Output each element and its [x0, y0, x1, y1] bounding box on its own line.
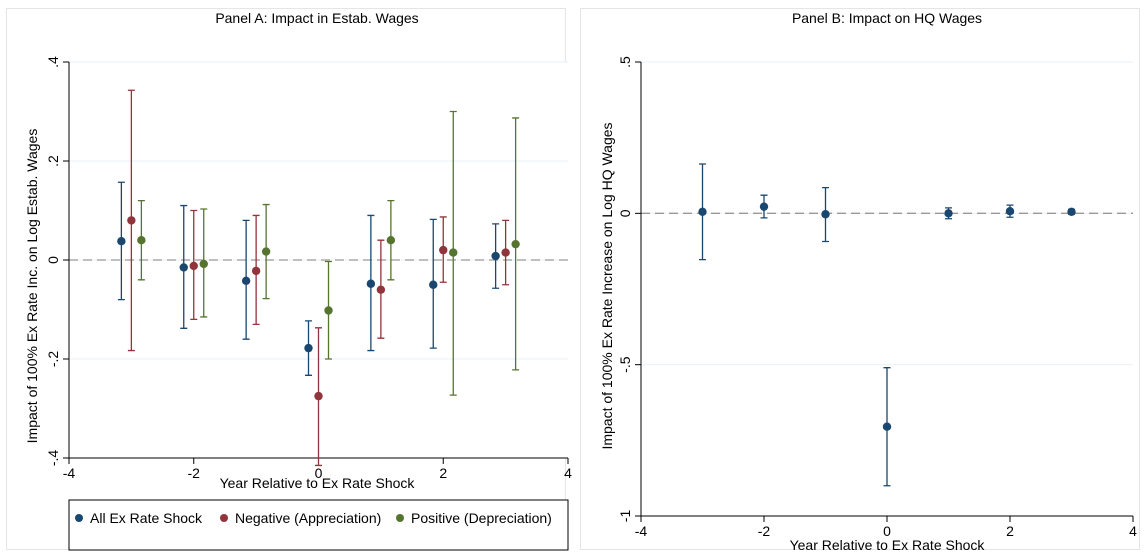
panel-b-series-0-point-0	[698, 207, 707, 217]
panel-b: -4 -2 0 2 4 -1 -.5 0 .5 Panel B: Impact on HQ Wa…	[599, 10, 1137, 553]
panel-a-series	[117, 89, 520, 467]
panel-a-positive-depreciation-point-1	[199, 259, 208, 269]
panel-a-positive-depreciation-point-6	[511, 239, 520, 249]
panel-b-x-tick-label-2: 0	[883, 523, 891, 539]
panel-a-title: Panel A: Impact in Estab. Wages	[215, 10, 418, 26]
panel-a-negative-appreciation-point-6	[501, 248, 510, 257]
panel-b-x-tick-label-0: -4	[635, 523, 648, 539]
panel-b-series-0-point-6	[1067, 207, 1076, 217]
panel-b-title: Panel B: Impact on HQ Wages	[792, 10, 982, 26]
panel-b-series	[698, 163, 1076, 487]
panel-a-y-tick-label-0: -.4	[45, 450, 61, 467]
panel-a-legend: All Ex Rate Shock Negative (Appreciation…	[68, 499, 569, 551]
panel-a-positive-depreciation-point-0	[137, 236, 146, 245]
legend-box	[68, 499, 569, 551]
panel-b-y-tick-label-0: -1	[617, 510, 633, 523]
panel-a-all-ex-rate-shock-point-6	[491, 251, 500, 261]
panel-b-x-axis-label: Year Relative to Ex Rate Shock	[790, 537, 986, 553]
panel-b-series-0-point-2	[821, 210, 830, 219]
panel-b-y-axis-label: Impact of 100% Ex Rate Increase on Log H…	[599, 122, 615, 449]
panel-a-all-ex-rate-shock-point-1	[179, 263, 188, 272]
panel-a-negative-appreciation-point-5	[439, 245, 448, 255]
panel-a-all-ex-rate-shock-point-0	[117, 236, 126, 246]
panel-b-x-tick-label-3: 2	[1006, 523, 1014, 539]
panel-a-all-ex-rate-shock-point-4	[366, 279, 376, 288]
legend-label-all-ex-rate-shock: All Ex Rate Shock	[90, 510, 203, 526]
panel-a-ticks: -4 -2 0 2 4 -.4 -.2 0 .2 .4	[45, 56, 572, 481]
panel-a-y-tick-label-1: -.2	[45, 351, 61, 368]
legend-label-positive-depreciation: Positive (Depreciation)	[411, 510, 552, 526]
panel-b-y-tick-label-3: .5	[617, 56, 633, 68]
panel-a: -4 -2 0 2 4 -.4 -.2 0 .2 .4 Panel A: Impact in Es…	[24, 10, 572, 551]
panel-a-x-axis-label: Year Relative to Ex Rate Shock	[220, 475, 416, 491]
panel-b-series-0-point-1	[759, 202, 769, 211]
panel-a-x-tick-label-3: 2	[439, 465, 447, 481]
panel-a-x-tick-label-1: -2	[188, 465, 201, 481]
panel-a-y-tick-label-3: .2	[45, 155, 61, 167]
panel-a-positive-depreciation-point-3	[324, 306, 333, 315]
panel-a-negative-appreciation-point-4	[376, 285, 386, 294]
panel-b-y-tick-label-1: -.5	[617, 356, 633, 373]
panel-a-x-tick-label-2: 0	[315, 465, 323, 481]
panel-a-all-ex-rate-shock-point-3	[304, 343, 313, 353]
panel-b-frame	[580, 8, 1140, 550]
panel-b-y-tick-label-2: 0	[617, 209, 633, 217]
panel-a-x-tick-label-4: 4	[564, 465, 572, 481]
panel-a-negative-appreciation-point-3	[314, 391, 323, 401]
legend-marker-negative-appreciation	[220, 514, 228, 522]
panel-a-x-tick-label-0: -4	[63, 465, 76, 481]
panel-a-negative-appreciation-point-1	[189, 261, 198, 271]
panel-a-positive-depreciation-point-4	[386, 236, 396, 245]
panel-a-positive-depreciation-point-5	[449, 248, 458, 257]
panel-a-y-tick-label-4: .4	[45, 56, 61, 68]
panel-b-ticks: -4 -2 0 2 4 -1 -.5 0 .5	[617, 56, 1137, 539]
panel-b-series-0-point-5	[1005, 207, 1015, 216]
panel-b-x-tick-label-4: 4	[1129, 523, 1137, 539]
panel-a-y-axis-label: Impact of 100% Ex Rate Inc. on Log Estab…	[24, 129, 40, 444]
panel-b-series-0-point-4	[944, 209, 953, 218]
legend-marker-all-ex-rate-shock	[75, 514, 83, 522]
panel-a-positive-depreciation-point-2	[261, 247, 271, 256]
legend-label-negative-appreciation: Negative (Appreciation)	[235, 510, 381, 526]
panel-b-x-tick-label-1: -2	[758, 523, 771, 539]
panel-a-all-ex-rate-shock-point-5	[429, 280, 438, 289]
panel-a-negative-appreciation-point-0	[127, 216, 136, 225]
panel-a-all-ex-rate-shock-point-2	[241, 276, 251, 285]
panel-a-negative-appreciation-point-2	[251, 266, 261, 276]
panel-a-y-tick-label-2: 0	[45, 256, 61, 264]
legend-marker-positive-depreciation	[396, 514, 404, 522]
panel-b-series-0-point-3	[882, 422, 892, 431]
